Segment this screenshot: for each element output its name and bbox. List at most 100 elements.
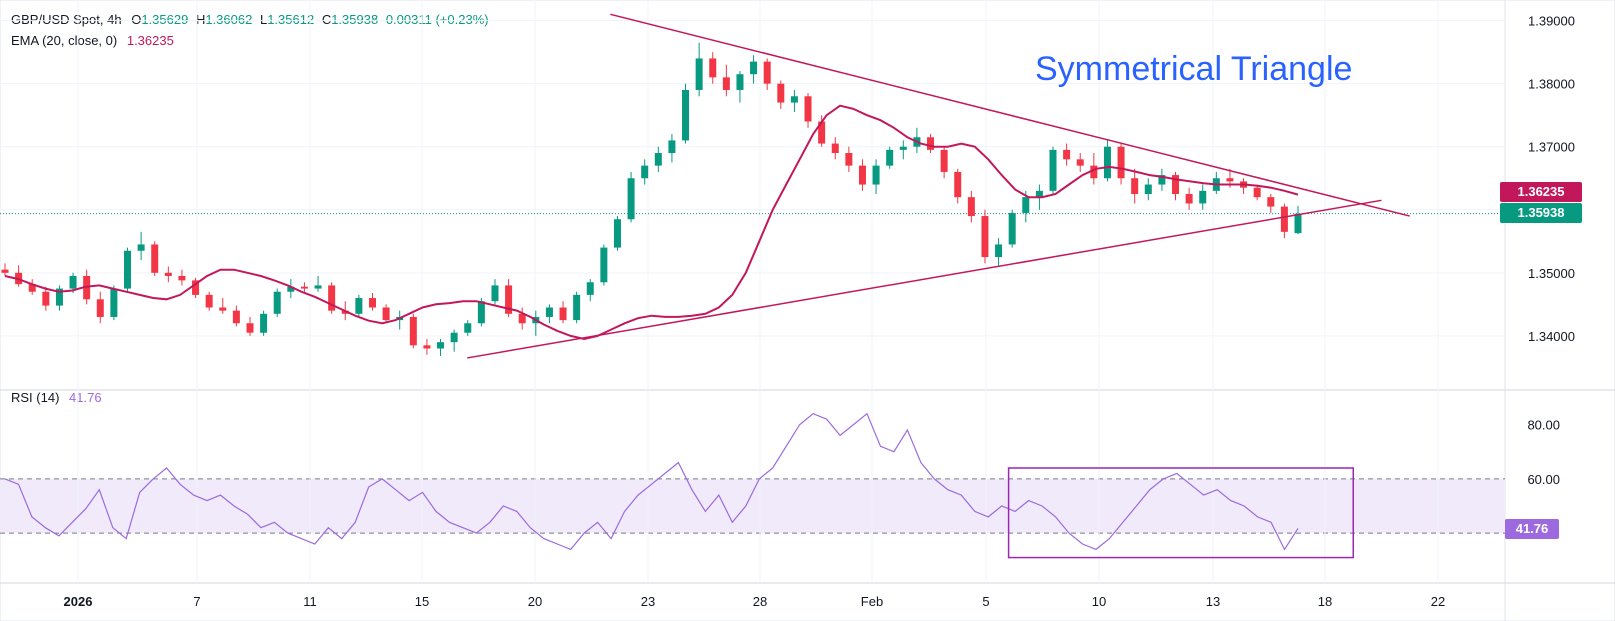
candle-body [1076, 159, 1084, 166]
candle-body [314, 285, 322, 289]
candle-body [1185, 194, 1193, 204]
candle-body [232, 310, 240, 324]
candle-body [246, 323, 254, 333]
candle-body [328, 285, 336, 311]
candle-body [559, 307, 567, 321]
time-tick-label: 11 [303, 594, 317, 609]
candle-body [300, 286, 308, 289]
change-value: 0.00311 (+0.23%) [385, 12, 489, 27]
candle-body [518, 313, 526, 324]
candle-body [763, 61, 771, 84]
candle-body [1117, 146, 1125, 179]
candle-body [164, 272, 172, 276]
candle-body [1, 269, 9, 273]
candle-body [123, 250, 131, 289]
candle-body [668, 140, 676, 154]
rsi-value: 41.76 [69, 390, 102, 405]
ema-legend: EMA (20, close, 0) 1.36235 [11, 33, 174, 48]
candle-body [736, 74, 744, 90]
symbol-name: GBP/USD Spot, 4h [11, 12, 122, 27]
candle-body [1294, 213, 1302, 234]
candle-body [573, 294, 581, 321]
candle-body [886, 149, 894, 166]
rsi-band [0, 478, 1505, 534]
rsi-tick-label: 60.00 [1527, 472, 1560, 487]
candle-body [1063, 149, 1071, 160]
candle-body [423, 345, 431, 349]
triangle-lower-line [467, 199, 1382, 359]
symbol-legend: GBP/USD Spot, 4h O1.35629 H1.36062 L1.35… [11, 12, 493, 27]
candle-body [709, 58, 717, 78]
candle-body [83, 275, 91, 300]
candle-body [1172, 175, 1180, 194]
rsi-line [4, 412, 1299, 551]
ema-line [4, 104, 1299, 341]
ema-label: EMA (20, close, 0) [11, 33, 118, 48]
candle-body [654, 153, 662, 166]
time-tick-label: 7 [193, 594, 200, 609]
candle-body [69, 275, 77, 289]
time-tick-label: 22 [1431, 594, 1445, 609]
time-tick-label: 10 [1092, 594, 1106, 609]
candle-body [872, 165, 880, 185]
candle-body [750, 61, 758, 75]
candle-body [110, 288, 118, 317]
candle-body [1199, 190, 1207, 204]
candle-body [545, 307, 553, 317]
candle-body [1158, 175, 1166, 185]
candle-body [355, 298, 363, 314]
candle-body [818, 121, 826, 144]
candle-body [1022, 197, 1030, 213]
candle-body [477, 301, 485, 324]
candle-body [613, 219, 621, 248]
price-tick-label: 1.34000 [1528, 329, 1575, 344]
candle-body [695, 58, 703, 90]
triangle-upper-line [610, 13, 1410, 217]
candle-body [505, 285, 513, 314]
candle-body [586, 282, 594, 295]
candle-body [831, 143, 839, 154]
time-tick-label: 15 [415, 594, 429, 609]
time-tick-label: 2026 [64, 594, 93, 609]
candle-body [995, 244, 1003, 258]
candle-body [777, 83, 785, 103]
time-tick-label: 28 [753, 594, 767, 609]
high-value: 1.36062 [205, 12, 253, 27]
candle-body [273, 291, 281, 314]
rsi-value-tag: 41.76 [1505, 519, 1559, 539]
candle-body [1035, 190, 1043, 198]
close-label: C [321, 12, 332, 27]
candle-body [927, 137, 935, 150]
candle-body [437, 342, 445, 349]
candle-body [682, 89, 690, 141]
rsi-tick-label: 80.00 [1527, 418, 1560, 433]
candle-body [287, 286, 295, 292]
candle-body [1103, 146, 1111, 179]
rsi-label: RSI (14) [11, 390, 60, 405]
time-tick-label: 5 [982, 594, 989, 609]
time-tick-label: Feb [861, 594, 883, 609]
candle-body [1280, 206, 1288, 232]
candle-body [641, 165, 649, 179]
high-label: H [195, 12, 206, 27]
candle-body [1144, 184, 1152, 194]
candle-body [341, 310, 349, 314]
candle-body [1090, 165, 1098, 179]
price-tick-label: 1.39000 [1528, 14, 1575, 29]
candle-body [137, 244, 145, 251]
candle-body [1008, 212, 1016, 245]
candle-body [178, 275, 186, 281]
candle-body [1226, 178, 1234, 182]
ema-value: 1.36235 [126, 33, 174, 48]
candle-body [627, 178, 635, 220]
candle-body [722, 77, 730, 90]
candle-body [858, 165, 866, 185]
candle-body [55, 288, 63, 306]
open-value: 1.35629 [141, 12, 189, 27]
candle-body [954, 171, 962, 198]
candle-body [1267, 197, 1275, 207]
rsi-highlight-box [1007, 467, 1354, 559]
price-tick-label: 1.38000 [1528, 77, 1575, 92]
candle-body [1131, 178, 1139, 194]
